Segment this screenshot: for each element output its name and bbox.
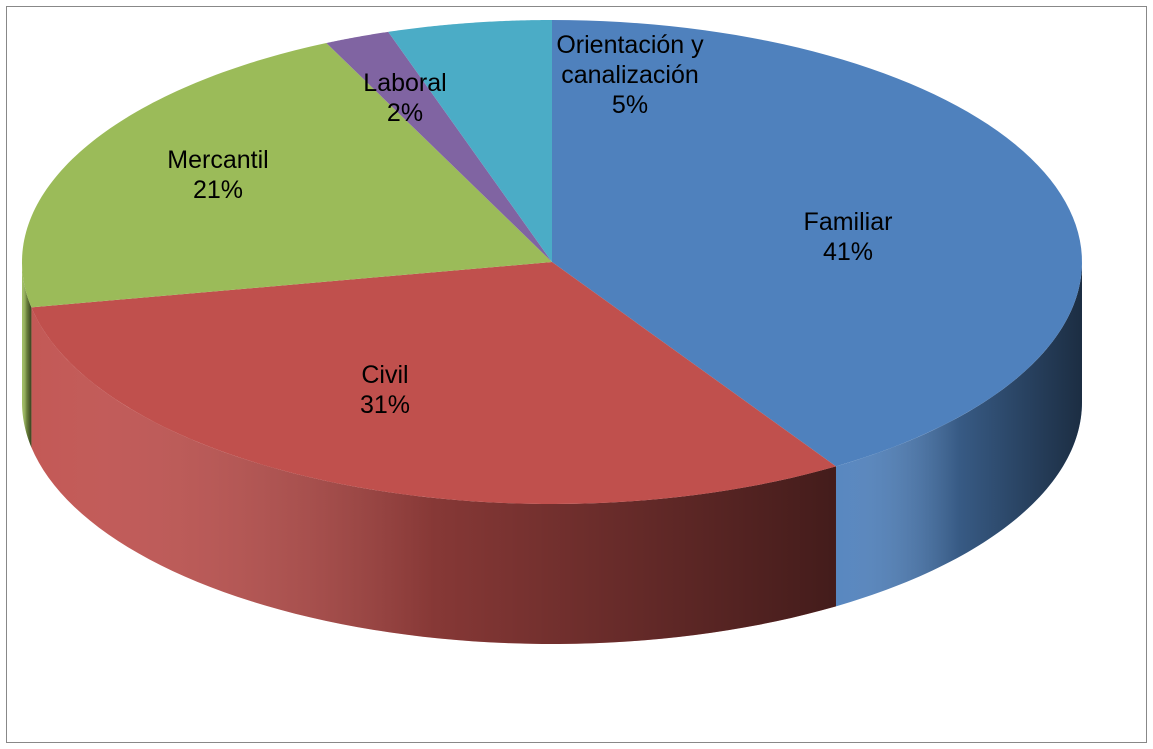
slice bbox=[31, 262, 836, 504]
category-label: Laboral bbox=[363, 69, 447, 97]
slice-side-shade bbox=[22, 262, 32, 448]
data-label: Familiar 41% bbox=[804, 207, 893, 267]
category-label: Orientación y canalización bbox=[556, 31, 704, 89]
value-label: 31% bbox=[359, 391, 411, 419]
category-label: Familiar bbox=[803, 208, 893, 236]
chart-border bbox=[6, 6, 1147, 743]
category-label: Mercantil bbox=[167, 146, 269, 174]
value-label: 21% bbox=[192, 176, 244, 204]
data-label: Laboral 2% bbox=[363, 68, 446, 128]
data-label: Civil 31% bbox=[360, 360, 410, 420]
slice-side-shade bbox=[835, 262, 1082, 607]
slice bbox=[388, 20, 552, 262]
value-label: 2% bbox=[386, 99, 424, 127]
value-label: 41% bbox=[822, 238, 874, 266]
data-label: Mercantil 21% bbox=[167, 145, 268, 205]
slice bbox=[552, 20, 1082, 467]
slice bbox=[22, 43, 552, 308]
slice bbox=[326, 31, 552, 262]
data-label: Orientación y canalización 5% bbox=[530, 30, 730, 120]
value-label: 5% bbox=[611, 91, 649, 119]
category-label: Civil bbox=[361, 361, 409, 389]
slice-side-shade bbox=[31, 307, 836, 644]
